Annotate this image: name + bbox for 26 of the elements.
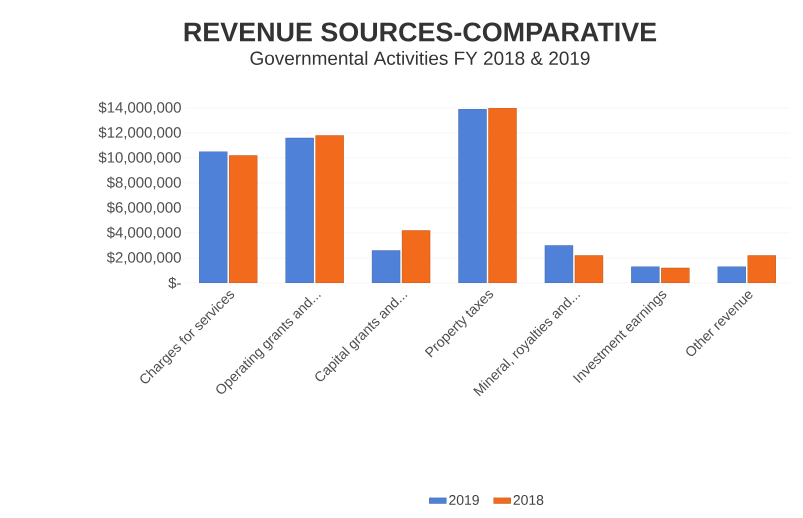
y-tick-label: $8,000,000	[106, 176, 181, 190]
bar	[488, 108, 517, 283]
chart-title: REVENUE SOURCES-COMPARATIVE	[184, 22, 656, 42]
bar	[372, 250, 400, 283]
y-tick-label: $2,000,000	[106, 252, 181, 264]
legend-label: 2018	[514, 495, 544, 505]
bar	[315, 135, 344, 283]
bar	[285, 138, 314, 283]
y-tick-label: $6,000,000	[106, 202, 181, 214]
bar	[199, 152, 228, 283]
bar	[229, 155, 258, 283]
y-tick-label: $12,000,000	[98, 126, 181, 140]
legend-label: 2019	[449, 495, 479, 505]
bar	[574, 255, 604, 283]
y-tick-label: $10,000,000	[98, 152, 181, 164]
chart-subtitle: Governmental Activities FY 2018 & 2019	[250, 51, 590, 65]
y-tick-label: $-	[168, 276, 181, 290]
bar	[661, 268, 690, 283]
y-tick-label: $14,000,000	[98, 102, 181, 114]
bar	[748, 255, 776, 283]
bar	[402, 230, 430, 283]
bar	[544, 245, 574, 283]
bar	[631, 266, 660, 283]
bar	[458, 109, 487, 283]
bar	[718, 266, 746, 283]
y-tick-label: $4,000,000	[106, 226, 181, 240]
